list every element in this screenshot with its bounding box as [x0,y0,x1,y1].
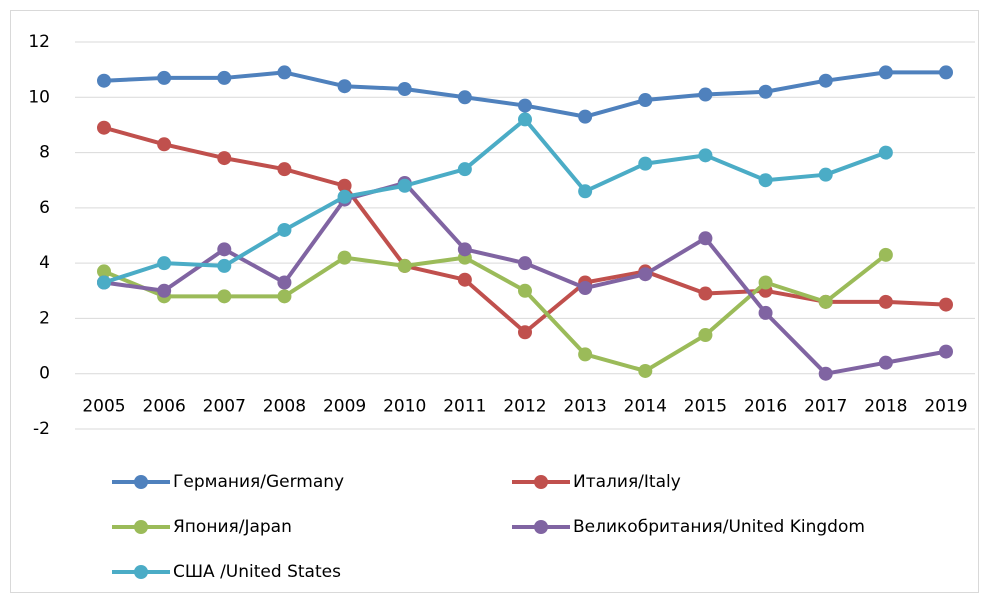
x-tick-label: 2012 [503,397,546,417]
data-point [939,65,953,80]
data-point [578,281,593,296]
data-point [457,162,472,177]
series-line [103,117,887,285]
data-point [878,355,893,370]
data-point [939,297,953,312]
x-tick-label: 2008 [263,397,306,417]
data-point [818,167,833,182]
x-tick-label: 2014 [624,397,667,417]
y-tick-label: 4 [39,253,50,273]
legend-marker [534,520,548,534]
data-point [277,162,292,177]
data-point [818,73,833,88]
data-point [878,145,893,160]
data-point [397,258,412,273]
data-point [638,93,653,108]
x-tick-label: 2011 [443,397,486,417]
data-point [518,283,532,298]
x-tick-label: 2016 [744,397,787,417]
data-point [818,366,833,381]
legend-label: Италия/Italy [573,472,681,492]
data-point [397,81,412,96]
x-tick-label: 2006 [143,397,186,417]
data-point [457,242,472,257]
data-point [337,79,352,94]
data-point [277,275,292,290]
data-point [698,286,713,301]
data-point [518,325,532,340]
data-point [878,247,893,262]
data-point [217,289,232,304]
data-point [518,112,532,127]
data-point [878,65,893,80]
data-point [698,87,713,102]
data-point [337,250,352,265]
y-tick-label: 12 [28,32,50,52]
data-point [217,151,232,166]
x-tick-label: 2007 [203,397,246,417]
data-point [337,178,352,193]
series-line [103,253,888,373]
y-tick-label: 8 [39,143,50,163]
data-point [277,289,292,304]
data-point [97,73,111,88]
data-point [638,156,653,171]
legend-marker [534,475,548,489]
data-point [97,120,111,135]
y-tick-label: 0 [39,364,50,384]
data-point [457,272,472,287]
data-point [578,347,593,362]
legend-label: Великобритания/United Kingdom [573,517,865,537]
legend-label: Германия/Germany [173,472,344,492]
data-point [758,275,773,290]
legend-label: США /United States [173,562,341,582]
legend-label: Япония/Japan [173,517,292,537]
data-point [939,344,953,359]
data-point [337,189,352,204]
x-tick-label: 2019 [924,397,967,417]
data-point [277,65,292,80]
data-point [758,173,773,188]
data-point [818,294,833,309]
legend-marker [134,475,148,489]
data-point [578,184,593,199]
x-tick-label: 2017 [804,397,847,417]
data-point [157,70,172,85]
data-point [758,84,773,99]
data-point [698,231,713,246]
data-point [217,70,232,85]
data-point [157,283,172,298]
x-tick-label: 2005 [82,397,125,417]
x-tick-label: 2013 [564,397,607,417]
y-tick-label: 6 [39,198,50,218]
data-point [638,363,653,378]
data-point [878,294,893,309]
data-point [518,98,532,113]
x-tick-label: 2018 [864,397,907,417]
data-point [97,264,111,279]
data-point [157,137,172,152]
data-point [457,90,472,105]
data-point [217,242,232,257]
x-tick-label: 2009 [323,397,366,417]
data-point [97,275,111,290]
data-point [698,148,713,163]
y-tick-label: 2 [39,308,50,328]
data-point [397,178,412,193]
data-point [518,256,532,271]
data-point [277,222,292,237]
y-tick-label: 10 [28,87,50,107]
legend-marker [134,565,148,579]
data-point [578,109,593,124]
data-point [758,305,773,320]
data-point [157,256,172,271]
data-point [217,258,232,273]
data-point [638,267,653,282]
x-tick-label: 2010 [383,397,426,417]
x-tick-label: 2015 [684,397,727,417]
legend-marker [134,520,148,534]
data-point [698,328,713,343]
y-tick-label: -2 [33,419,50,439]
